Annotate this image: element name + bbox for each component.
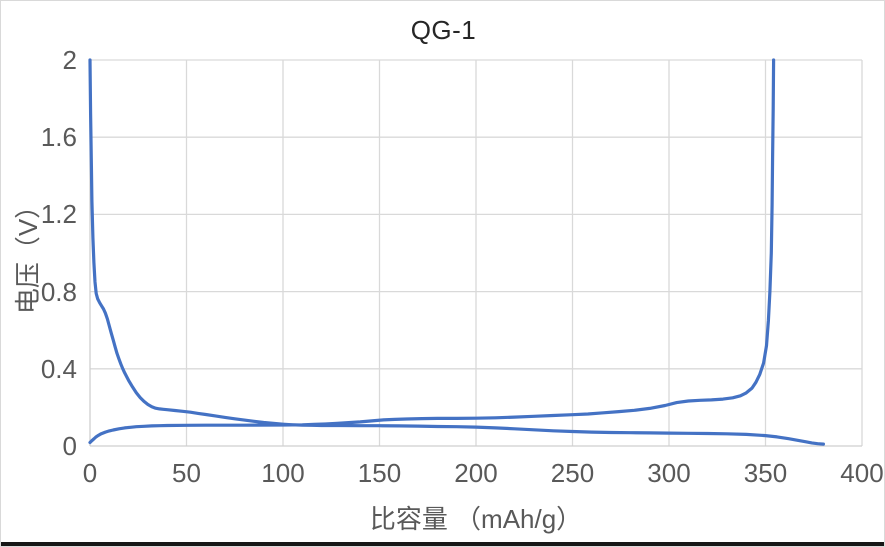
x-tick-label: 250 bbox=[550, 458, 595, 488]
x-tick-label: 0 bbox=[82, 458, 98, 488]
y-tick-label: 0.8 bbox=[40, 276, 77, 307]
x-axis-title: 比容量 （mAh/g） bbox=[369, 504, 583, 534]
y-tick-label: 1.2 bbox=[40, 199, 77, 230]
chart-title: QG-1 bbox=[410, 15, 477, 45]
x-tick-label: 50 bbox=[172, 458, 201, 488]
y-tick-label: 1.6 bbox=[40, 122, 77, 153]
series-discharge-branch-line bbox=[88, 58, 825, 446]
window-bottom-edge bbox=[1, 542, 884, 546]
x-tick-label: 150 bbox=[357, 458, 402, 488]
y-tick-label: 0.4 bbox=[40, 353, 77, 384]
x-tick-label: 350 bbox=[743, 458, 788, 488]
y-axis-title-box: 电压（V） bbox=[1, 60, 53, 446]
x-tick-label: 300 bbox=[647, 458, 691, 488]
x-tick-label: 100 bbox=[261, 458, 305, 488]
y-tick-label: 0 bbox=[62, 431, 77, 461]
x-tick-label: 400 bbox=[840, 458, 884, 488]
x-tick-label: 200 bbox=[454, 458, 498, 488]
series-charge-branch-line bbox=[88, 58, 776, 445]
y-tick-label: 2 bbox=[62, 45, 77, 75]
